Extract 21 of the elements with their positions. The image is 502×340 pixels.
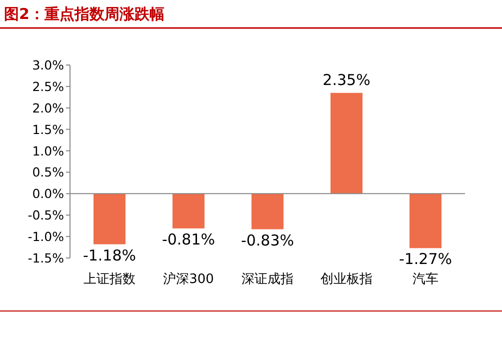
x-tick-label: 沪深300 bbox=[163, 271, 214, 287]
x-tick-label: 汽车 bbox=[412, 272, 438, 287]
x-tick-label: 创业板指 bbox=[320, 272, 372, 287]
y-tick-label: 3.0% bbox=[32, 58, 64, 72]
x-tick-label: 深证成指 bbox=[242, 272, 294, 287]
y-tick-label: 1.5% bbox=[32, 122, 64, 137]
y-tick-label: 0.0% bbox=[32, 186, 64, 202]
data-label: -0.83% bbox=[240, 231, 294, 250]
y-tick-label: 0.5% bbox=[32, 164, 64, 180]
y-tick-label: 1.0% bbox=[32, 143, 64, 158]
y-tick-label: 2.5% bbox=[32, 78, 64, 94]
chart-title: 图2：重点指数周涨跌幅 bbox=[4, 5, 164, 23]
data-label: -1.27% bbox=[398, 250, 452, 268]
data-label: -0.81% bbox=[162, 230, 216, 248]
x-tick-label: 上证指数 bbox=[84, 272, 136, 287]
y-tick-label: -0.5% bbox=[28, 208, 64, 223]
data-label: -1.18% bbox=[82, 246, 136, 264]
y-tick-label: -1.0% bbox=[28, 229, 64, 244]
y-tick-label: 2.0% bbox=[32, 100, 64, 116]
data-label: 2.35% bbox=[322, 70, 370, 89]
y-tick-label: -1.5% bbox=[28, 250, 64, 266]
